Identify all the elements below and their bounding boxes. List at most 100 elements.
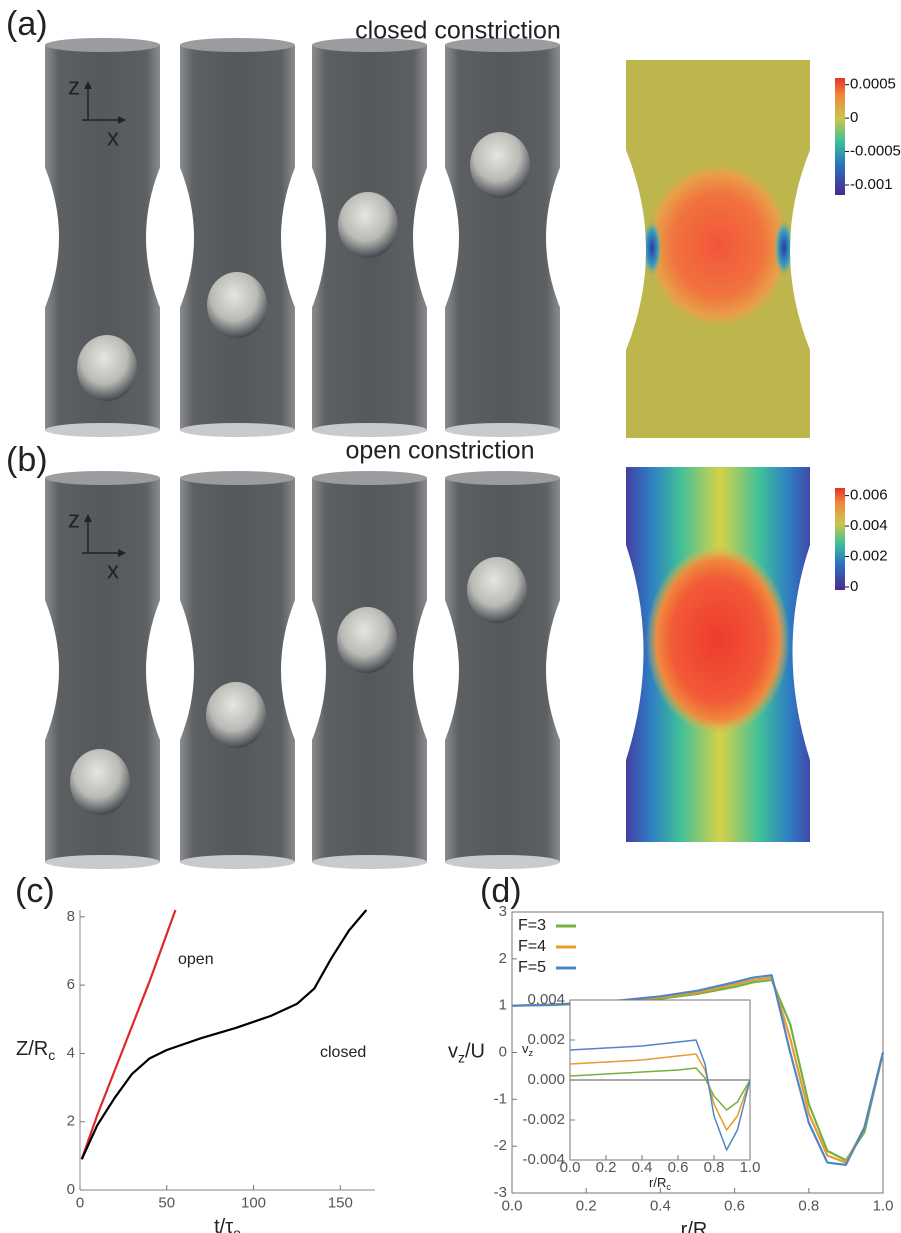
label-part: o [233, 1225, 241, 1233]
channel-cap [445, 471, 560, 485]
x-tick-label: 100 [241, 1194, 266, 1211]
label-part: c [707, 1228, 714, 1233]
y-axis-label: vz/U [448, 1041, 485, 1065]
series-label: open [178, 951, 214, 968]
x-axis-label: r/Rc [681, 1219, 715, 1233]
legend-label: F=3 [518, 917, 546, 934]
y-tick-label: 3 [499, 903, 507, 920]
y-tick-label: 0.004 [527, 991, 565, 1008]
x-tick-label: 0.2 [576, 1197, 597, 1214]
colorbar [835, 78, 845, 195]
droplet [470, 132, 530, 198]
panel-title: open constriction [345, 437, 534, 465]
y-axis-label: Z/Rc [16, 1038, 55, 1062]
panel-label: (a) [6, 5, 48, 43]
channel-cap [45, 471, 160, 485]
y-tick-label: -3 [494, 1184, 507, 1201]
label-part: /U [465, 1041, 485, 1063]
y-tick-label: -2 [494, 1137, 507, 1154]
channel-cap [45, 38, 160, 52]
channel-cap [45, 855, 160, 869]
y-tick-label: -1 [494, 1090, 507, 1107]
channel [445, 45, 560, 430]
x-tick-label: 0.4 [632, 1159, 653, 1176]
channel [180, 478, 295, 862]
droplet [206, 682, 266, 748]
y-tick-label: 4 [67, 1044, 75, 1061]
x-tick-label: 0.8 [704, 1159, 725, 1176]
y-tick-label: 6 [67, 976, 75, 993]
droplet [207, 272, 267, 338]
colorbar-label: 0.004 [850, 517, 888, 534]
y-tick-label: 0 [499, 1043, 507, 1060]
channel [445, 478, 560, 862]
x-tick-label: 0.8 [798, 1197, 819, 1214]
y-tick-label: -0.004 [522, 1151, 565, 1168]
y-tick-label: 0.000 [527, 1071, 565, 1088]
y-tick-label: 1 [499, 997, 507, 1014]
label-part: r/R [681, 1219, 708, 1233]
legend-label: F=5 [518, 959, 546, 976]
x-tick-label: 0.6 [724, 1197, 745, 1214]
y-tick-label: 0 [67, 1181, 75, 1198]
colorbar-label: -0.001 [850, 176, 893, 193]
colorbar-label: 0.002 [850, 547, 888, 564]
panel-label: (c) [15, 872, 55, 910]
x-axis-label: t/τo [214, 1216, 241, 1233]
series-line [82, 910, 176, 1159]
channel-cap [180, 423, 295, 437]
label-part: Z/R [16, 1038, 48, 1060]
legend-label: F=4 [518, 938, 546, 955]
colorbar-label: 0.006 [850, 487, 888, 504]
label-part: z [458, 1049, 465, 1065]
droplet [337, 607, 397, 673]
channel [180, 45, 295, 430]
heatmap-open [620, 460, 820, 850]
x-tick-label: 0 [76, 1194, 84, 1211]
channel-cap [45, 423, 160, 437]
series-label: closed [320, 1044, 366, 1061]
y-tick-label: -0.002 [522, 1111, 565, 1128]
channel-cap [180, 855, 295, 869]
axis-letter: x [107, 124, 119, 151]
y-tick-label: 8 [67, 908, 75, 925]
x-tick-label: 150 [328, 1194, 353, 1211]
channel-cap [312, 855, 427, 869]
label-part: t/τ [214, 1216, 233, 1233]
channel-cap [180, 38, 295, 52]
label-part: r/R [649, 1175, 666, 1190]
label-part: z [529, 1048, 534, 1058]
channel-cap [445, 855, 560, 869]
colorbar-label: 0 [850, 578, 858, 595]
x-tick-label: 0.2 [596, 1159, 617, 1176]
y-tick-label: 0.002 [527, 1031, 565, 1048]
axis-letter: x [107, 557, 119, 584]
axis-letter: z [68, 73, 80, 100]
panel-title: closed constriction [355, 17, 561, 45]
colorbar-label: 0.0005 [850, 76, 896, 93]
channel-cap [312, 423, 427, 437]
colorbar [835, 488, 845, 590]
x-tick-label: 50 [158, 1194, 175, 1211]
droplet [467, 557, 527, 623]
series-line [82, 910, 367, 1159]
x-tick-label: 0.4 [650, 1197, 671, 1214]
channel-cap [312, 471, 427, 485]
x-tick-label: 1.0 [740, 1159, 761, 1176]
figure: zxzx (a)(b)(c)(d)closed constrictionopen… [0, 0, 901, 1233]
y-tick-label: 2 [499, 950, 507, 967]
y-tick-label: 2 [67, 1113, 75, 1130]
droplet [70, 749, 130, 815]
label-part: c [666, 1182, 671, 1192]
droplet [77, 335, 137, 401]
axis-letter: z [68, 506, 80, 533]
label-part: v [448, 1041, 458, 1063]
channel-cap [180, 471, 295, 485]
panel-label: (b) [6, 441, 48, 479]
droplet [338, 192, 398, 258]
x-tick-label: 1.0 [873, 1197, 894, 1214]
colorbar-label: -0.0005 [850, 143, 901, 160]
x-tick-label: 0.6 [668, 1159, 689, 1176]
colorbar-label: 0 [850, 109, 858, 126]
label-part: c [48, 1047, 55, 1063]
